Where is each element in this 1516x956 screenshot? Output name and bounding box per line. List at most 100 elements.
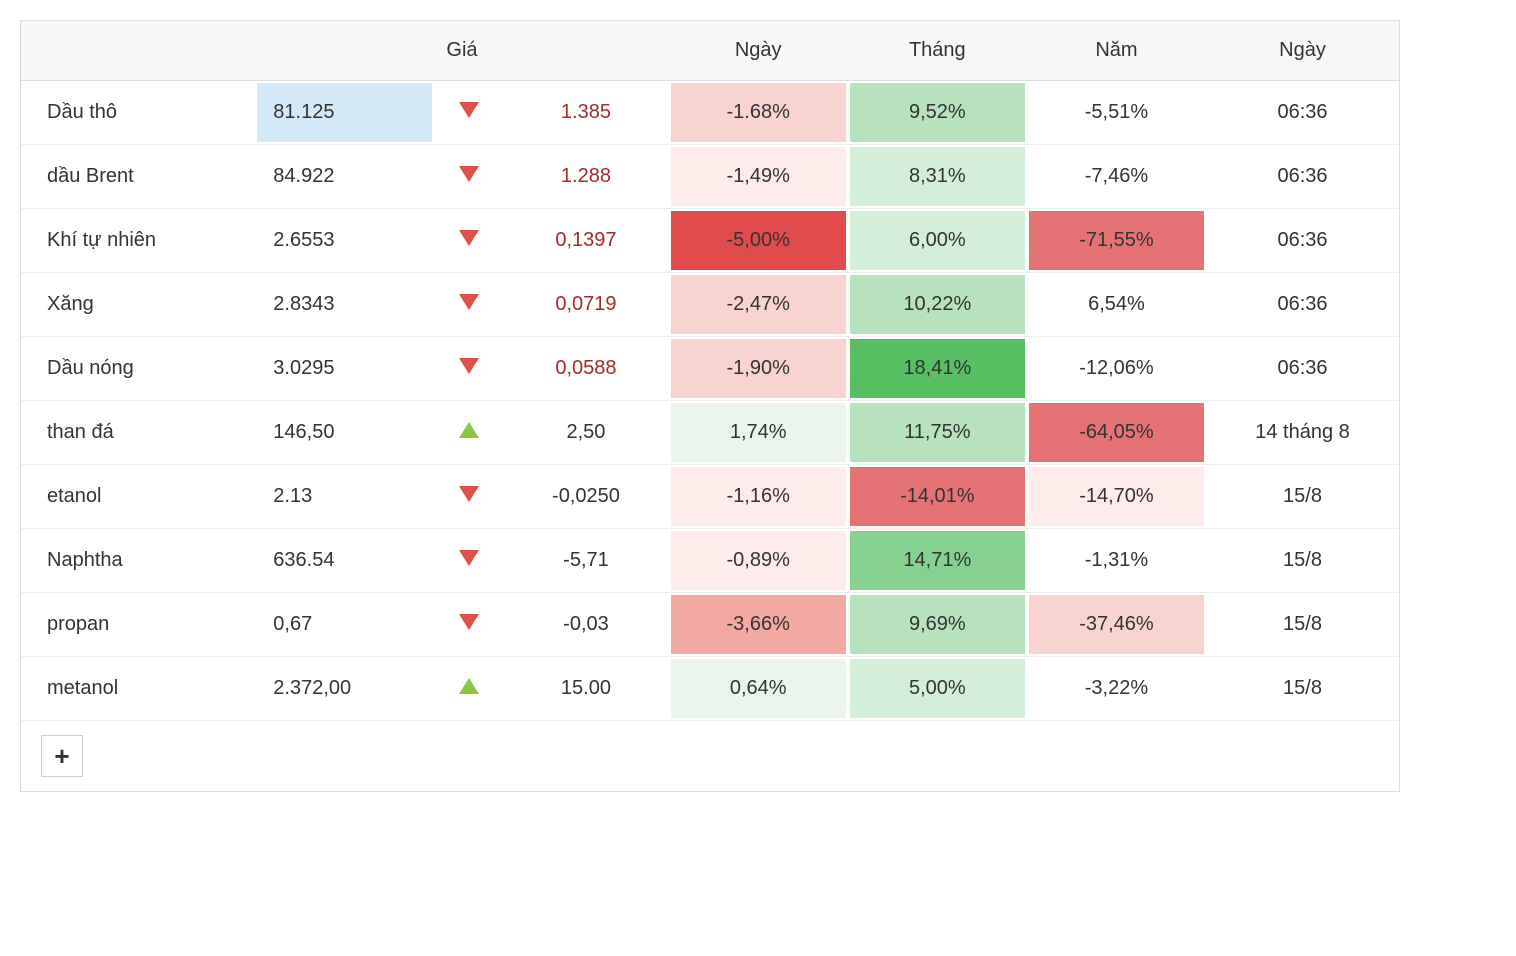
price-value: 2.13	[257, 467, 432, 526]
table-row[interactable]: propan0,67 -0,03-3,66%9,69%-37,46%15/8	[21, 593, 1399, 657]
triangle-up-icon	[459, 678, 479, 694]
table-row[interactable]: than đá146,50 2,501,74%11,75%-64,05%14 th…	[21, 401, 1399, 465]
change-value: 15.00	[505, 659, 666, 718]
change-value: 2,50	[505, 403, 666, 462]
add-row-button[interactable]: +	[41, 735, 83, 777]
price-value: 2.8343	[257, 275, 432, 334]
commodity-name: etanol	[23, 467, 253, 526]
date-value: 06:36	[1208, 339, 1397, 398]
col-month[interactable]: Tháng	[848, 21, 1027, 81]
day-pct: -5,00%	[671, 211, 846, 270]
year-pct: -7,46%	[1029, 147, 1204, 206]
change-value: 1.288	[505, 147, 666, 206]
commodity-name: Dầu thô	[23, 83, 253, 142]
year-pct: -14,70%	[1029, 467, 1204, 526]
triangle-down-icon	[459, 102, 479, 118]
price-value: 2.372,00	[257, 659, 432, 718]
date-value: 14 tháng 8	[1208, 403, 1397, 462]
triangle-up-icon	[459, 422, 479, 438]
change-value: 0,0588	[505, 339, 666, 398]
table-row[interactable]: etanol2.13 -0,0250-1,16%-14,01%-14,70%15/…	[21, 465, 1399, 529]
date-value: 06:36	[1208, 83, 1397, 142]
price-value: 2.6553	[257, 211, 432, 270]
triangle-down-icon	[459, 614, 479, 630]
year-pct: -3,22%	[1029, 659, 1204, 718]
commodity-name: Khí tự nhiên	[23, 211, 253, 270]
table-row[interactable]: dầu Brent84.922 1.288-1,49%8,31%-7,46%06:…	[21, 145, 1399, 209]
price-value: 84.922	[257, 147, 432, 206]
price-value: 0,67	[257, 595, 432, 654]
commodity-name: metanol	[23, 659, 253, 718]
day-pct: -2,47%	[671, 275, 846, 334]
change-value: 0,1397	[505, 211, 666, 270]
month-pct: 9,52%	[850, 83, 1025, 142]
table-row[interactable]: Dầu nóng3.0295 0,0588-1,90%18,41%-12,06%0…	[21, 337, 1399, 401]
year-pct: -12,06%	[1029, 339, 1204, 398]
col-day[interactable]: Ngày	[669, 21, 848, 81]
month-pct: 8,31%	[850, 147, 1025, 206]
date-value: 06:36	[1208, 147, 1397, 206]
date-value: 15/8	[1208, 531, 1397, 590]
triangle-down-icon	[459, 486, 479, 502]
date-value: 15/8	[1208, 595, 1397, 654]
date-value: 06:36	[1208, 211, 1397, 270]
table-row[interactable]: Xăng2.8343 0,0719-2,47%10,22%6,54%06:36	[21, 273, 1399, 337]
table-header-row: Giá Ngày Tháng Năm Ngày	[21, 21, 1399, 81]
col-name[interactable]	[21, 21, 255, 81]
month-pct: 18,41%	[850, 339, 1025, 398]
price-value: 81.125	[257, 83, 432, 142]
triangle-down-icon	[459, 550, 479, 566]
commodity-name: Xăng	[23, 275, 253, 334]
day-pct: -3,66%	[671, 595, 846, 654]
month-pct: 11,75%	[850, 403, 1025, 462]
commodity-name: Dầu nóng	[23, 339, 253, 398]
triangle-down-icon	[459, 294, 479, 310]
month-pct: 5,00%	[850, 659, 1025, 718]
commodity-name: dầu Brent	[23, 147, 253, 206]
change-value: -0,0250	[505, 467, 666, 526]
triangle-down-icon	[459, 358, 479, 374]
day-pct: -0,89%	[671, 531, 846, 590]
month-pct: 10,22%	[850, 275, 1025, 334]
commodity-name: Naphtha	[23, 531, 253, 590]
price-value: 636.54	[257, 531, 432, 590]
change-value: -0,03	[505, 595, 666, 654]
table-row[interactable]: Naphtha636.54 -5,71-0,89%14,71%-1,31%15/8	[21, 529, 1399, 593]
table-row[interactable]: Khí tự nhiên2.6553 0,1397-5,00%6,00%-71,5…	[21, 209, 1399, 273]
triangle-down-icon	[459, 230, 479, 246]
year-pct: -5,51%	[1029, 83, 1204, 142]
year-pct: -64,05%	[1029, 403, 1204, 462]
col-date[interactable]: Ngày	[1206, 21, 1399, 81]
triangle-down-icon	[459, 166, 479, 182]
day-pct: -1.68%	[671, 83, 846, 142]
col-year[interactable]: Năm	[1027, 21, 1206, 81]
commodity-table: Giá Ngày Tháng Năm Ngày Dầu thô81.125 1.3…	[21, 21, 1399, 791]
change-value: 1.385	[505, 83, 666, 142]
date-value: 15/8	[1208, 659, 1397, 718]
month-pct: -14,01%	[850, 467, 1025, 526]
change-value: -5,71	[505, 531, 666, 590]
change-value: 0,0719	[505, 275, 666, 334]
price-value: 3.0295	[257, 339, 432, 398]
date-value: 06:36	[1208, 275, 1397, 334]
month-pct: 9,69%	[850, 595, 1025, 654]
year-pct: -37,46%	[1029, 595, 1204, 654]
price-value: 146,50	[257, 403, 432, 462]
day-pct: 0,64%	[671, 659, 846, 718]
commodity-table-wrap: Giá Ngày Tháng Năm Ngày Dầu thô81.125 1.3…	[20, 20, 1400, 792]
month-pct: 14,71%	[850, 531, 1025, 590]
year-pct: -71,55%	[1029, 211, 1204, 270]
commodity-name: propan	[23, 595, 253, 654]
year-pct: 6,54%	[1029, 275, 1204, 334]
day-pct: -1,90%	[671, 339, 846, 398]
commodity-name: than đá	[23, 403, 253, 462]
date-value: 15/8	[1208, 467, 1397, 526]
table-row[interactable]: Dầu thô81.125 1.385-1.68%9,52%-5,51%06:36	[21, 81, 1399, 145]
day-pct: 1,74%	[671, 403, 846, 462]
month-pct: 6,00%	[850, 211, 1025, 270]
table-row[interactable]: metanol2.372,00 15.000,64%5,00%-3,22%15/8	[21, 657, 1399, 721]
day-pct: -1,16%	[671, 467, 846, 526]
day-pct: -1,49%	[671, 147, 846, 206]
year-pct: -1,31%	[1029, 531, 1204, 590]
col-price[interactable]: Giá	[255, 21, 668, 81]
